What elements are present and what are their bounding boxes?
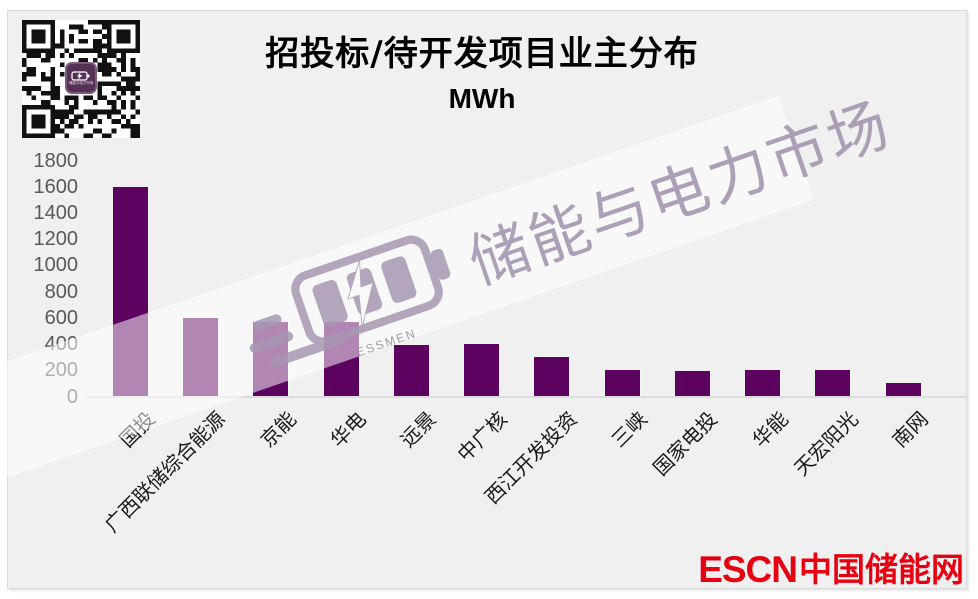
footer-logo-en: ESCN [698, 549, 798, 590]
y-tick-label: 800 [44, 280, 78, 303]
y-tick-label: 1200 [33, 228, 79, 251]
y-tick-label: 1600 [33, 175, 79, 198]
bar [885, 383, 921, 397]
qr-logo-caption: 储能与电力市场 [68, 81, 94, 85]
bar [464, 344, 500, 397]
y-tick-label: 1800 [33, 149, 79, 172]
footer-logo-zh: 中国储能网 [799, 551, 964, 588]
bar [112, 186, 148, 397]
bar [674, 370, 710, 397]
y-tick-label: 0 [66, 385, 78, 408]
bar [253, 321, 289, 397]
bar [182, 317, 218, 397]
title-block: 招投标/待开发项目业主分布 MWh [7, 0, 957, 115]
y-tick-label: 600 [44, 306, 78, 329]
qr-center-logo: 储能与电力市场 [65, 62, 97, 94]
y-tick-label: 200 [44, 359, 78, 382]
battery-lightning-icon [71, 71, 90, 81]
bar [815, 370, 851, 397]
chart-unit-label: MWh [448, 83, 516, 114]
footer-logo: ESCN 中国储能网 [698, 551, 964, 589]
bar [323, 322, 359, 397]
bar [534, 357, 570, 397]
y-tick-label: 400 [44, 333, 78, 356]
y-tick-label: 1400 [33, 201, 79, 224]
bar [393, 344, 429, 397]
chart-title: 招投标/待开发项目业主分布 [265, 34, 699, 74]
y-tick-label: 1000 [33, 254, 79, 277]
bar [745, 370, 781, 397]
bar [604, 369, 640, 397]
